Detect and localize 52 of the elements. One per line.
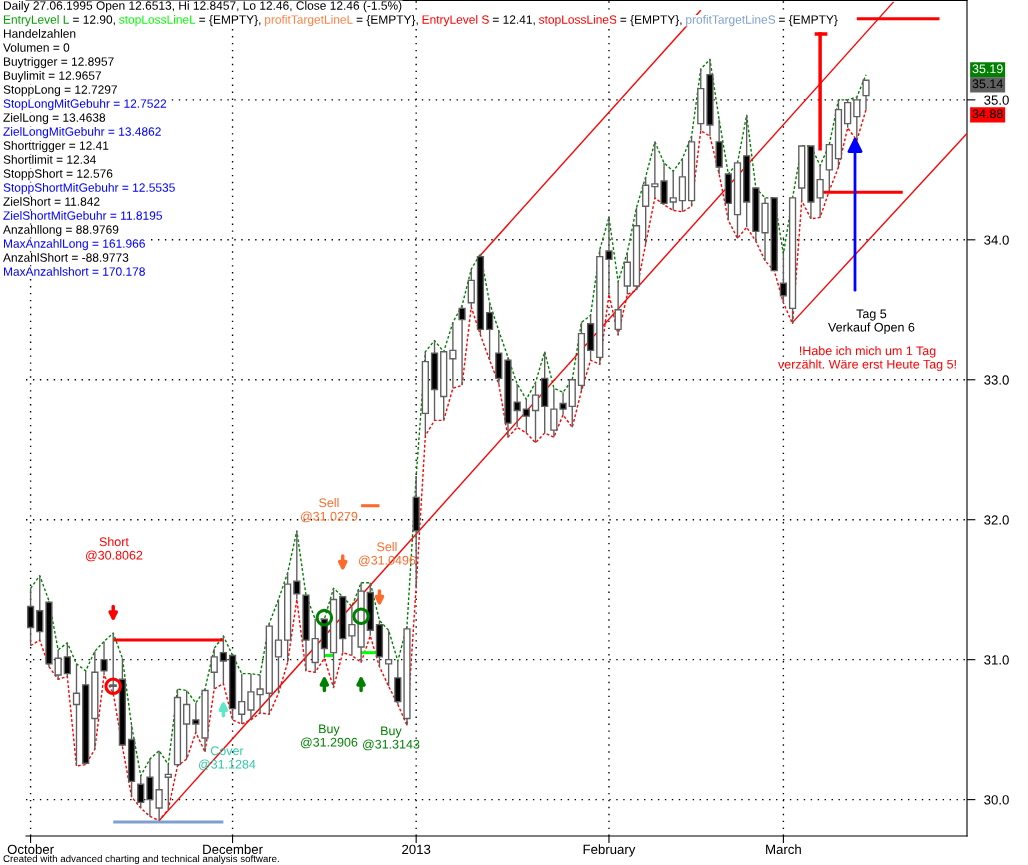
annotation: StopLongMitGebuhr = 12.7522	[3, 99, 167, 111]
annotation: = {EMPTY},	[356, 15, 418, 27]
y-tick-label: 34.0	[984, 235, 1009, 245]
annotation: ZielShortMitGebuhr = 11.8195	[3, 211, 162, 220]
annotation: Sell @31.0279	[300, 498, 358, 523]
annotation: ZielLongMitGebuhr = 13.4862	[3, 127, 161, 139]
annotation: Tag 5 Verkauf Open 6	[828, 309, 915, 335]
annotation: stopLossLineS	[538, 15, 617, 27]
y-tick-label: 32.0	[984, 515, 1009, 525]
annotation: MaxAnzahlshort = 170.178	[3, 267, 145, 276]
x-tick-label: 2013	[402, 844, 431, 855]
annotation: profitTargetLineL	[265, 15, 353, 27]
text: 34.88	[972, 109, 1003, 119]
annotation: stopLossLineL	[119, 15, 196, 27]
annotation: Short @30.8062	[85, 537, 143, 562]
annotation: = 12.41,	[492, 15, 535, 26]
annotation: Buylimit = 12.9657	[3, 71, 101, 83]
annotation: = {EMPTY},	[199, 15, 261, 27]
text: Created with advanced charting and technical analysis software.	[3, 854, 279, 864]
annotation: Buy @31.2906	[300, 724, 358, 749]
y-tick-label: 33.0	[984, 375, 1009, 385]
annotation: Handelzahlen	[3, 29, 76, 38]
annotation: EntryLevel L	[3, 15, 69, 27]
annotation: StoppLong = 12.7297	[3, 85, 117, 97]
x-tick-label: December	[203, 844, 263, 855]
annotation: EntryLevel S	[422, 15, 489, 27]
annotation: MaxAnzahlLong = 161.966	[3, 239, 145, 251]
annotation: profitTargetLineS	[686, 15, 776, 27]
annotation: !Habe ich mich um 1 Tag verzählt. Wäre erst Heute Tag 5!	[778, 346, 956, 372]
y-tick-label: 35.0	[984, 95, 1009, 105]
text: 35.19	[972, 64, 1003, 74]
annotation: Buytrigger = 12.8957	[3, 57, 114, 69]
chart-title: Daily 27.06.1995 Open 12.6513, Hi 12.8457, Lo 12.46, Close 12.46 (-1.5%)	[3, 1, 402, 13]
x-tick-label: March	[766, 844, 801, 855]
annotation: = {EMPTY},	[620, 15, 682, 27]
x-tick-label: February	[583, 844, 636, 857]
annotation: Buy @31.3143	[362, 726, 420, 751]
y-tick-label: 30.0	[984, 795, 1009, 805]
annotation: ZielLong = 13.4638	[3, 113, 106, 125]
annotation: Volumen = 0	[3, 43, 70, 52]
y-tick-label: 31.0	[984, 655, 1009, 665]
annotation: AnzahlShort = -88.9773	[3, 253, 129, 262]
x-tick-label: October	[7, 844, 54, 855]
annotation: = {EMPTY}	[779, 15, 838, 27]
annotation: ZielShort = 11.842	[3, 197, 100, 206]
annotation: = 12.90,	[73, 15, 115, 26]
annotation: StoppShortMitGebuhr = 12.5535	[3, 183, 175, 195]
text: 35.14	[972, 79, 1003, 89]
annotation: StoppShort = 12.576	[3, 169, 113, 181]
annotation: Anzahllong = 88.9769	[3, 225, 119, 237]
annotation: Shortlimit = 12.34	[3, 155, 96, 164]
annotation: Shorttrigger = 12.41	[3, 141, 109, 153]
